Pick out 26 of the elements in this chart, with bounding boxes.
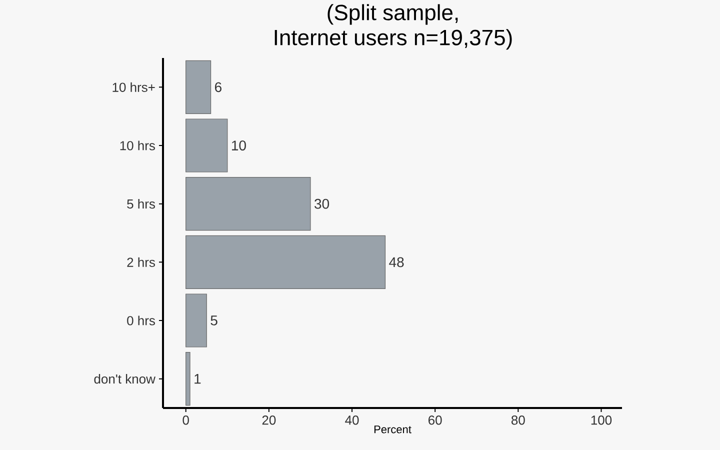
x-tick-label: 80 [511,416,525,425]
bar [186,177,311,231]
y-tick-label: 10 hrs [120,140,155,150]
data-label: 1 [194,374,201,384]
bar [186,352,190,406]
data-label: 10 [232,140,246,150]
x-tick-label: 100 [591,416,612,425]
x-tick-label: 40 [345,416,359,425]
bar [186,235,386,289]
data-label: 48 [389,257,404,268]
y-tick-label: 2 hrs [127,257,155,267]
x-tick-label: 0 [182,416,189,425]
y-tick-label: 10 hrs+ [112,82,155,92]
y-tick-label: don't know [94,374,156,384]
data-label: 5 [210,316,218,326]
y-tick-label: 5 hrs [127,199,155,209]
x-tick-label: 20 [262,416,276,425]
bar [186,294,207,348]
bar [186,60,212,114]
x-axis-title: Percent [374,426,412,434]
y-tick-label: 0 hrs [127,316,155,326]
x-tick-label: 60 [428,416,442,425]
data-label: 6 [215,82,222,92]
chart-title: (Split sample, Internet users n=19,375) [274,4,512,50]
data-label: 30 [314,198,330,209]
bar [186,118,228,172]
